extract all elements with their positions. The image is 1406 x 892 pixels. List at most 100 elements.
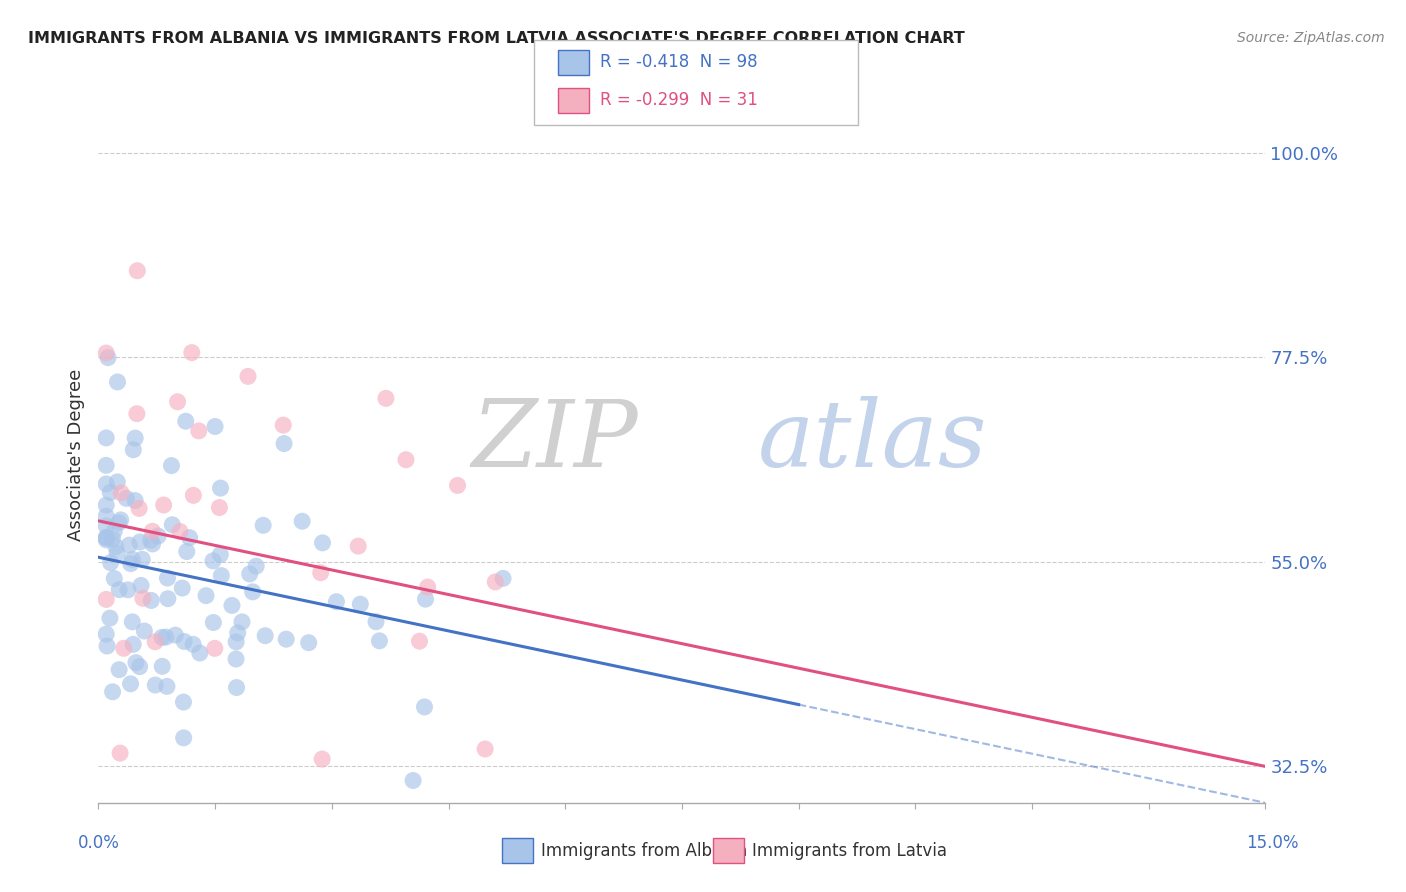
Point <box>325 595 347 609</box>
Point <box>96 431 118 445</box>
Point <box>124 493 146 508</box>
Point <box>174 414 197 428</box>
Point <box>108 663 131 677</box>
Point <box>141 524 163 539</box>
Point <box>98 611 121 625</box>
Point <box>254 629 277 643</box>
Point <box>125 656 148 670</box>
Point <box>122 637 145 651</box>
Text: IMMIGRANTS FROM ALBANIA VS IMMIGRANTS FROM LATVIA ASSOCIATE'S DEGREE CORRELATION: IMMIGRANTS FROM ALBANIA VS IMMIGRANTS FR… <box>28 31 965 46</box>
Point <box>374 392 396 406</box>
Point <box>162 517 184 532</box>
Point <box>156 591 179 606</box>
Point <box>395 452 418 467</box>
Point <box>311 536 333 550</box>
Point <box>96 509 118 524</box>
Point <box>146 529 169 543</box>
Point <box>169 524 191 539</box>
Point <box>156 571 179 585</box>
Text: R = -0.299  N = 31: R = -0.299 N = 31 <box>600 91 758 110</box>
Point <box>141 593 163 607</box>
Point <box>291 514 314 528</box>
Point <box>165 628 187 642</box>
Point <box>156 680 179 694</box>
Point <box>112 641 135 656</box>
Point <box>347 539 370 553</box>
Point <box>298 636 321 650</box>
Text: 0.0%: 0.0% <box>77 834 120 852</box>
Point <box>225 635 247 649</box>
Point <box>96 518 118 533</box>
Point <box>225 681 247 695</box>
Point <box>128 659 150 673</box>
Point <box>96 592 118 607</box>
Point <box>108 746 131 760</box>
Point <box>117 582 139 597</box>
Point <box>166 394 188 409</box>
Text: Source: ZipAtlas.com: Source: ZipAtlas.com <box>1237 31 1385 45</box>
Point <box>150 659 173 673</box>
Point <box>96 477 118 491</box>
Point <box>187 424 209 438</box>
Point <box>96 533 118 547</box>
Point <box>242 585 264 599</box>
Point <box>101 685 124 699</box>
Point <box>152 498 174 512</box>
Point <box>492 571 515 585</box>
Point <box>142 537 165 551</box>
Point <box>107 516 129 530</box>
Point <box>143 634 166 648</box>
Point <box>129 578 152 592</box>
Point <box>96 627 118 641</box>
Point <box>276 632 298 647</box>
Point <box>96 639 118 653</box>
Point <box>105 546 128 560</box>
Point <box>120 557 142 571</box>
Point <box>139 533 162 548</box>
Point <box>128 535 150 549</box>
Point <box>402 773 425 788</box>
Point <box>122 442 145 457</box>
Point <box>239 566 262 581</box>
Point <box>134 624 156 638</box>
Point <box>96 346 118 360</box>
Point <box>176 544 198 558</box>
Point <box>245 559 267 574</box>
Point <box>204 419 226 434</box>
Point <box>181 637 204 651</box>
Point <box>209 481 232 495</box>
Point <box>120 677 142 691</box>
Point <box>209 548 232 562</box>
Text: 15.0%: 15.0% <box>1246 834 1299 852</box>
Point <box>271 418 294 433</box>
Point <box>202 615 225 630</box>
Point <box>413 700 436 714</box>
Point <box>364 615 387 629</box>
Point <box>150 631 173 645</box>
Point <box>143 678 166 692</box>
Point <box>132 591 155 606</box>
Point <box>209 568 232 582</box>
Point <box>160 458 183 473</box>
Point <box>180 345 202 359</box>
Point <box>103 524 125 539</box>
Point <box>124 431 146 445</box>
Text: R = -0.418  N = 98: R = -0.418 N = 98 <box>600 54 758 71</box>
Point <box>125 407 148 421</box>
Point <box>96 531 118 545</box>
Point <box>104 540 127 554</box>
Point <box>188 646 211 660</box>
Point <box>101 532 124 546</box>
Point <box>195 589 218 603</box>
Point <box>121 552 143 566</box>
Point <box>115 491 138 506</box>
Point <box>208 500 231 515</box>
Point <box>201 554 224 568</box>
Point <box>221 599 243 613</box>
Point <box>100 556 122 570</box>
Point <box>179 531 201 545</box>
Point <box>96 498 118 512</box>
Point <box>368 633 391 648</box>
Point <box>110 486 132 500</box>
Point <box>311 752 333 766</box>
